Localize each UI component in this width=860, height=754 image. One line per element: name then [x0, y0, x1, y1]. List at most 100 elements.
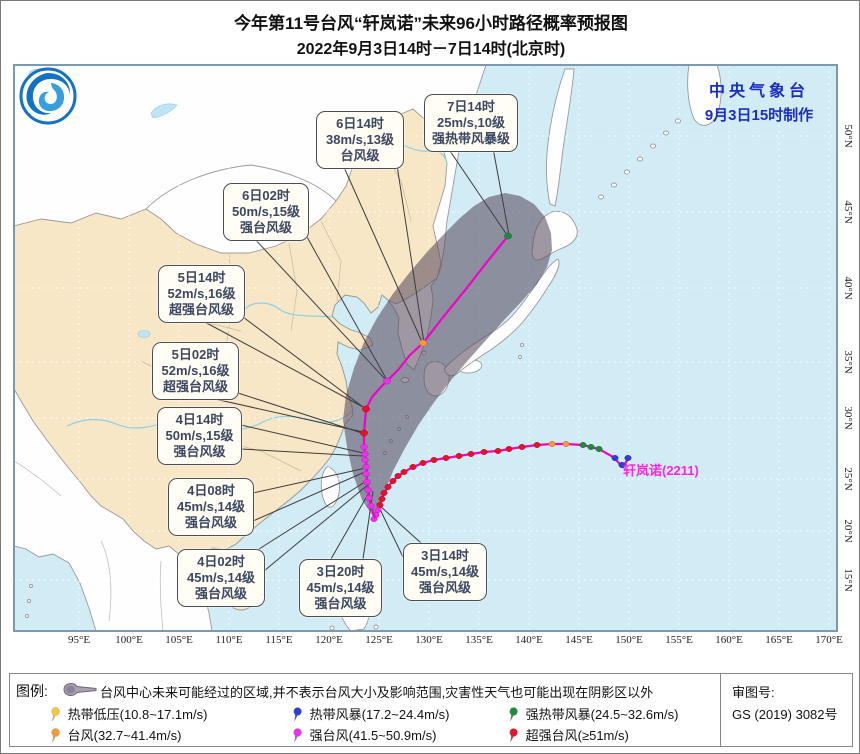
callout-3d20h: 3日20时 45m/s,14级 强台风级: [299, 559, 382, 617]
lon-tick: 105°E: [165, 634, 193, 646]
lon-tick: 155°E: [665, 634, 693, 646]
callout-4d14h: 4日14时 50m/s,15级 强台风级: [157, 407, 242, 465]
china-land: [14, 108, 448, 565]
typhoon-name-label: 轩岚诺(2211): [623, 463, 699, 478]
legend-item-sts: 强热带风暴(24.5~32.6m/s): [508, 704, 678, 723]
lat-tick: 15°N: [842, 568, 854, 592]
callout-5d14h: 5日14时 52m/s,16级 超强台风级: [158, 265, 245, 323]
lat-tick: 45°N: [842, 200, 854, 224]
callout-intensity: 50m/s,15级: [232, 204, 300, 219]
kuril-islands: [598, 118, 681, 200]
legend-item-label: 台风(32.7~41.4m/s): [67, 728, 182, 743]
callout-time: 4日08时: [187, 483, 235, 498]
callout-category: 强台风级: [173, 444, 226, 459]
lon-tick: 130°E: [415, 634, 443, 646]
ty-symbol-icon: [51, 728, 60, 742]
lon-tick: 160°E: [715, 634, 743, 646]
callout-category: 强台风级: [239, 220, 292, 235]
legend-divider: [720, 674, 721, 746]
lat-tick: 20°N: [842, 519, 854, 543]
callout-time: 4日14时: [175, 412, 224, 427]
callout-category: 强热带风暴级: [431, 131, 510, 146]
sts-symbol-icon: [509, 707, 518, 721]
map-approval-number: 审图号: GS (2019) 3082号: [732, 682, 838, 726]
callout-category: 超强台风级: [168, 302, 234, 317]
lon-tick: 170°E: [815, 634, 843, 646]
sty-symbol-icon: [293, 728, 302, 742]
callout-5d02h: 5日02时 52m/s,16级 超强台风级: [152, 342, 239, 400]
callout-intensity: 52m/s,16级: [161, 363, 230, 378]
callout-intensity: 45m/s,14级: [177, 499, 245, 514]
legend-item-label: 超强台风(≥51m/s): [525, 728, 629, 743]
foreign-borders: [14, 460, 164, 631]
legend-title: 图例:: [16, 683, 48, 699]
callout-time: 5日14时: [177, 270, 226, 285]
approval-label: 审图号:: [732, 685, 775, 700]
lon-tick: 125°E: [365, 634, 393, 646]
cone-legend-note: 台风中心未来可能经过的区域,并不表示台风大小及影响范围,灾害性天气也可能出现在阴…: [100, 685, 654, 700]
forecast-track: [360, 232, 512, 519]
td-symbol-icon: [51, 707, 60, 721]
lat-tick: 50°N: [842, 124, 854, 148]
lon-tick: 145°E: [565, 634, 593, 646]
legend-item-super-ty: 超强台风(≥51m/s): [508, 725, 629, 744]
callout-time: 5日02时: [171, 347, 220, 362]
issue-time: 9月3日15时制作: [704, 107, 814, 124]
map-title: 今年第11号台风“轩岚诺”未来96小时路径概率预报图: [234, 14, 628, 33]
legend-item-ts: 热带风暴(17.2~24.4m/s): [292, 704, 449, 723]
cma-logo-icon: [19, 67, 77, 125]
lon-tick: 110°E: [215, 634, 243, 646]
callout-category: 超强台风级: [162, 379, 228, 394]
lat-tick: 35°N: [842, 350, 854, 374]
lon-tick: 165°E: [765, 634, 793, 646]
mongolia-border: [145, 164, 337, 210]
agency-name: 中央气象台: [708, 83, 809, 100]
callout-intensity: 45m/s,14级: [187, 570, 255, 585]
legend-item-label: 热带低压(10.8~17.1m/s): [67, 707, 208, 722]
callout-category: 强台风级: [418, 580, 471, 595]
callout-time: 7日14时: [447, 99, 495, 114]
callout-4d02h: 4日02时 45m/s,14级 强台风级: [177, 549, 265, 607]
lon-tick: 95°E: [67, 634, 91, 646]
legend-panel: 图例: 台风中心未来可能经过的区域,并不表示台风大小及影响范围,灾害性天气也可能…: [9, 673, 853, 747]
callout-intensity: 50m/s,15级: [165, 428, 234, 443]
legend-item-td: 热带低压(10.8~17.1m/s): [50, 704, 207, 723]
callout-time: 4日02时: [197, 554, 245, 569]
lat-tick: 25°N: [842, 467, 854, 491]
super-ty-symbol-icon: [509, 728, 518, 742]
legend-item-label: 强台风(41.5~50.9m/s): [309, 728, 437, 743]
callout-4d08h: 4日08时 45m/s,14级 强台风级: [168, 478, 254, 536]
callout-intensity: 45m/s,14级: [306, 580, 375, 595]
callout-intensity: 38m/s,13级: [326, 132, 394, 147]
callout-time: 6日14时: [336, 116, 384, 131]
lon-tick: 140°E: [515, 634, 543, 646]
legend-item-ty: 台风(32.7~41.4m/s): [50, 725, 181, 744]
legend-item-sty: 强台风(41.5~50.9m/s): [292, 725, 436, 744]
callout-6d14h: 6日14时 38m/s,13级 台风级: [316, 111, 404, 169]
legend-item-label: 热带风暴(17.2~24.4m/s): [309, 707, 450, 722]
callout-time: 3日20时: [316, 564, 365, 579]
cone-legend-icon: [63, 682, 97, 697]
lon-tick: 100°E: [115, 634, 143, 646]
lon-tick: 150°E: [615, 634, 643, 646]
lon-tick: 115°E: [265, 634, 293, 646]
lat-tick: 40°N: [842, 276, 854, 300]
callout-3d14h: 3日14时 45m/s,14级 强台风级: [403, 543, 487, 601]
callout-6d02h: 6日02时 50m/s,15级 强台风级: [223, 183, 309, 241]
approval-value: GS (2019) 3082号: [732, 707, 838, 722]
agency-credit: 中央气象台 9月3日15时制作: [689, 77, 829, 125]
map-border: [13, 64, 838, 632]
ts-symbol-icon: [293, 707, 302, 721]
sakhalin-island: [546, 68, 575, 207]
lon-tick: 135°E: [465, 634, 493, 646]
probability-cone: [343, 193, 552, 518]
callout-time: 6日02时: [242, 188, 290, 203]
callout-7d14h: 7日14时 25m/s,10级 强热带风暴级: [424, 94, 518, 152]
forecast-point-typhoon: [419, 339, 427, 347]
callout-leader-lines: [196, 147, 510, 572]
lon-tick: 120°E: [315, 634, 343, 646]
callout-intensity: 45m/s,14级: [411, 564, 479, 579]
callout-category: 强台风级: [314, 596, 367, 611]
forecast-point-sts: [504, 232, 512, 240]
